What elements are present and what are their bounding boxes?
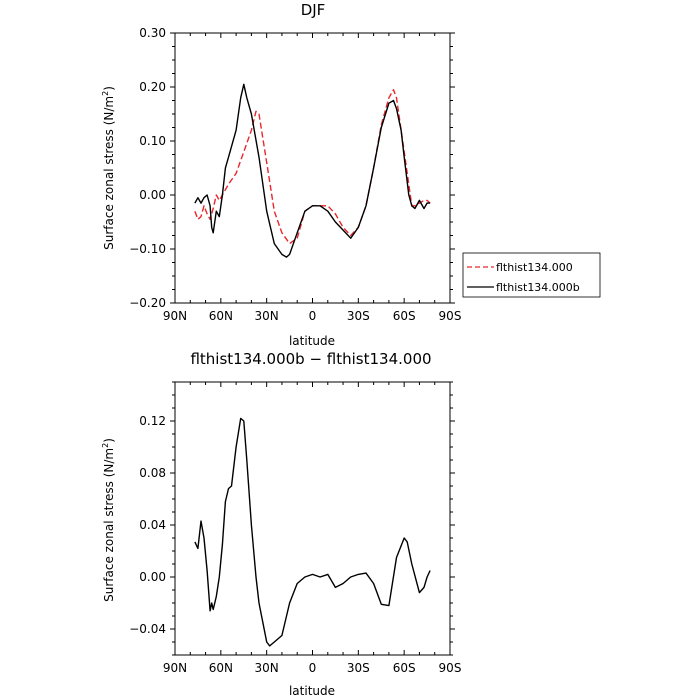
y-tick-label: 0.00 [139,570,166,584]
x-tick-label: 90N [163,309,187,323]
y-tick-label: −0.20 [129,296,166,310]
x-tick-label: 0 [309,309,317,323]
y-tick-label: −0.04 [129,622,166,636]
legend: flthist134.000 flthist134.000b [462,252,601,298]
x-tick-label: 60S [393,661,416,675]
chart-title: DJF [301,1,326,19]
series-line-flthist134.000b [194,83,431,258]
x-tick-label: 0 [309,661,317,675]
series-line-series-0 [194,417,431,647]
y-tick-label: 0.12 [139,414,166,428]
series-line-flthist134.000 [194,88,431,245]
x-tick-label: 60N [209,661,233,675]
x-axis-label: latitude [289,684,335,698]
x-tick-label: 30N [255,309,279,323]
y-tick-label: 0.04 [139,518,166,532]
x-tick-label: 30N [255,661,279,675]
y-tick-label: 0.08 [139,466,166,480]
x-tick-label: 30S [347,309,370,323]
y-tick-label: 0.30 [139,26,166,40]
tick-marks [170,381,455,656]
chart-title: flthist134.000b − flthist134.000 [190,350,431,368]
plot-frame [174,381,451,656]
x-axis-label: latitude [289,334,335,348]
y-axis-label: Surface zonal stress (N/m2) [101,86,116,250]
y-tick-labels: −0.20 −0.10 0.00 0.10 0.20 0.30 [129,26,166,310]
y-tick-label: 0.00 [139,188,166,202]
legend-box [462,252,601,298]
y-axis-label: Surface zonal stress (N/m2) [101,438,116,602]
plot-frame [174,32,451,304]
x-tick-label: 90S [439,309,462,323]
legend-label-flthist134.000: flthist134.000 [496,261,573,274]
difference-chart: flthist134.000b − flthist134.000 90N 60N 3… [101,350,461,698]
x-tick-labels: 90N 60N 30N 0 30S 60S 90S [163,309,462,323]
y-tick-label: −0.10 [129,242,166,256]
x-tick-label: 90S [439,661,462,675]
series-lines [194,83,431,258]
series-lines [194,417,431,647]
tick-marks [170,32,455,304]
legend-label-flthist134.000b: flthist134.000b [496,281,580,294]
x-tick-label: 90N [163,661,187,675]
djf-chart: DJF 90N 60N 30N 0 30S 60S 90S −0.20 −0.10 0.00 0.… [101,1,601,348]
x-tick-labels: 90N 60N 30N 0 30S 60S 90S [163,661,462,675]
y-tick-labels: −0.04 0.00 0.04 0.08 0.12 [129,414,166,636]
x-tick-label: 60N [209,309,233,323]
x-tick-label: 60S [393,309,416,323]
y-tick-label: 0.20 [139,80,166,94]
x-tick-label: 30S [347,661,370,675]
y-tick-label: 0.10 [139,134,166,148]
